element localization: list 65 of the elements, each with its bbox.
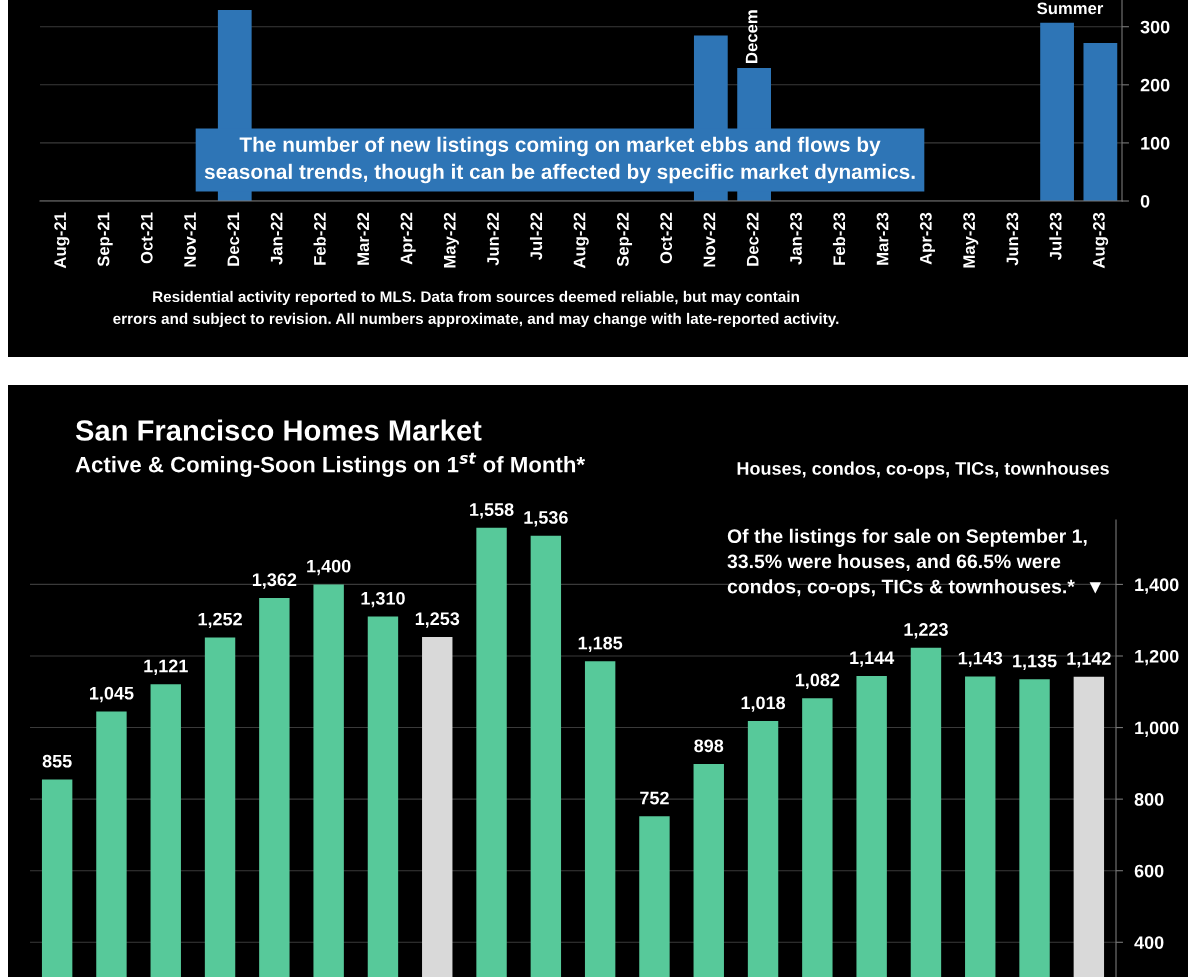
y-tick-label: 1,000 (1135, 721, 1179, 737)
x-tick-label: Mar-23 (876, 212, 889, 265)
y-tick-label: 800 (1134, 793, 1164, 806)
y-tick-label: 0 (1140, 194, 1150, 208)
data-label: 1,400 (307, 559, 351, 576)
x-tick-label: Jun-23 (1006, 212, 1019, 266)
x-tick-label: Mar-22 (357, 212, 370, 265)
text: Residential activity reported to MLS. Data from sources deemed reliable, but may contain errors and subject to revision. All numbers approximate, and may change with late-reported activity. (113, 290, 839, 328)
data-label: 752 (640, 791, 669, 805)
x-tick-label: Sep-22 (616, 212, 633, 267)
bar (1083, 42, 1118, 201)
data-label: 1,142 (1067, 652, 1111, 668)
data-label: 898 (694, 739, 724, 753)
chart-subtitle: Active & Coming-Soon Listings on 1$^{st}$ of Month* (75, 452, 586, 477)
chart-title: San Francisco Homes Market (75, 419, 482, 441)
x-tick-label: Jan-22 (270, 212, 283, 265)
annotation: Of the listings for sale on September 1, 33.5% were houses, and 66.5% were condos, co-ops, TICs & townhouses.* ▼ (727, 528, 1101, 598)
data-label: 1,252 (198, 612, 242, 629)
x-tick-label: Oct-21 (140, 212, 153, 264)
x-tick-label: Aug-22 (573, 212, 589, 269)
data-label: 855 (42, 754, 72, 768)
x-tick-label: Feb-23 (832, 212, 846, 265)
x-tick-label: Jun-22 (487, 212, 499, 266)
x-tick-label: Jul-23 (1049, 212, 1062, 261)
x-tick-label: Apr-23 (919, 212, 936, 265)
data-label: 1,558 (470, 503, 514, 519)
x-tick-label: May-22 (443, 212, 459, 268)
data-label: 1,121 (144, 659, 188, 675)
x-tick-label: May-23 (963, 212, 979, 268)
x-tick-label: Aug-21 (54, 212, 70, 269)
y-tick-label: 400 (1134, 936, 1164, 950)
data-label: 1,135 (1013, 654, 1057, 670)
data-label: 1,082 (795, 673, 840, 689)
x-tick-label: Oct-22 (660, 212, 673, 264)
data-label: 1,018 (741, 696, 786, 712)
data-label: 1,045 (90, 686, 134, 703)
x-tick-label: Jan-23 (790, 212, 802, 265)
y-tick-label: 100 (1141, 136, 1170, 150)
y-tick-label: 300 (1140, 20, 1170, 34)
y-tick-label: 600 (1134, 864, 1164, 878)
data-label: 1,253 (415, 612, 460, 628)
x-tick-label: Aug-23 (1092, 212, 1109, 269)
y-tick-label: 200 (1140, 78, 1170, 92)
x-tick-label: Nov-22 (703, 212, 716, 267)
x-tick-label: Nov-21 (184, 212, 196, 267)
data-label: 1,223 (904, 623, 948, 639)
x-tick-label: Apr-22 (400, 212, 416, 265)
x-tick-label: Sep-21 (97, 212, 113, 267)
data-label: 1,143 (958, 651, 1003, 668)
annotation: Decem (745, 10, 758, 63)
data-label: 1,185 (578, 636, 623, 653)
text: Houses, condos, co-ops, TICs, townhouses (737, 461, 1109, 479)
x-tick-label: Jul-22 (529, 212, 543, 261)
annotation: Summer (1037, 2, 1104, 15)
x-tick-label: Dec-21 (227, 212, 240, 266)
data-label: 1,144 (850, 651, 895, 667)
annotation: The number of new listings coming on market ebbs and flows by seasonal trends, though it can be affected by specific market dynamics. (204, 136, 915, 184)
x-tick-label: Feb-22 (313, 212, 326, 265)
data-label: 1,536 (524, 511, 568, 527)
y-tick-label: 1,400 (1135, 578, 1179, 594)
bar (1040, 22, 1074, 201)
x-tick-label: Dec-22 (746, 212, 759, 266)
y-tick-label: 1,200 (1135, 649, 1179, 666)
data-label: 1,310 (361, 591, 405, 608)
data-label: 1,362 (252, 573, 297, 589)
